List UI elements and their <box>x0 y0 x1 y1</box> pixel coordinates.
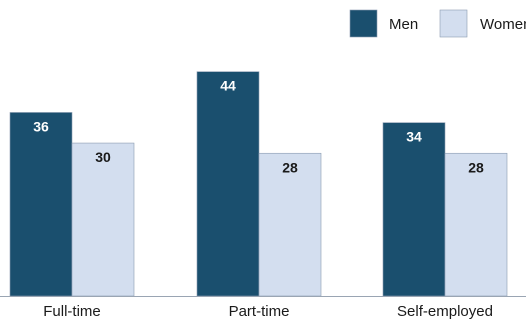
legend: Men Women <box>349 9 526 38</box>
bar-women-part-time <box>258 152 322 297</box>
value-label-women-self-employed: 28 <box>468 159 484 175</box>
bar-women-full-time <box>71 142 135 297</box>
bar-women-self-employed <box>444 152 508 297</box>
legend-swatch-men <box>349 9 378 38</box>
value-labels-group: 36 30 44 28 34 28 <box>33 78 484 176</box>
bar-men-full-time <box>9 112 73 297</box>
value-label-women-part-time: 28 <box>282 159 298 175</box>
category-label-full-time: Full-time <box>43 303 101 320</box>
legend-swatch-women <box>439 9 468 38</box>
x-axis: Full-time Part-time Self-employed <box>0 296 526 320</box>
legend-label-men: Men <box>389 16 418 33</box>
value-label-men-part-time: 44 <box>220 78 236 94</box>
category-label-part-time: Part-time <box>229 303 290 320</box>
value-label-women-full-time: 30 <box>95 149 111 165</box>
value-label-men-self-employed: 34 <box>406 129 422 145</box>
legend-label-women: Women <box>480 16 526 33</box>
value-label-men-full-time: 36 <box>33 118 49 134</box>
bar-men-part-time <box>196 71 260 297</box>
category-label-self-employed: Self-employed <box>397 303 493 320</box>
bars-group <box>9 71 508 297</box>
bar-men-self-employed <box>382 122 446 297</box>
